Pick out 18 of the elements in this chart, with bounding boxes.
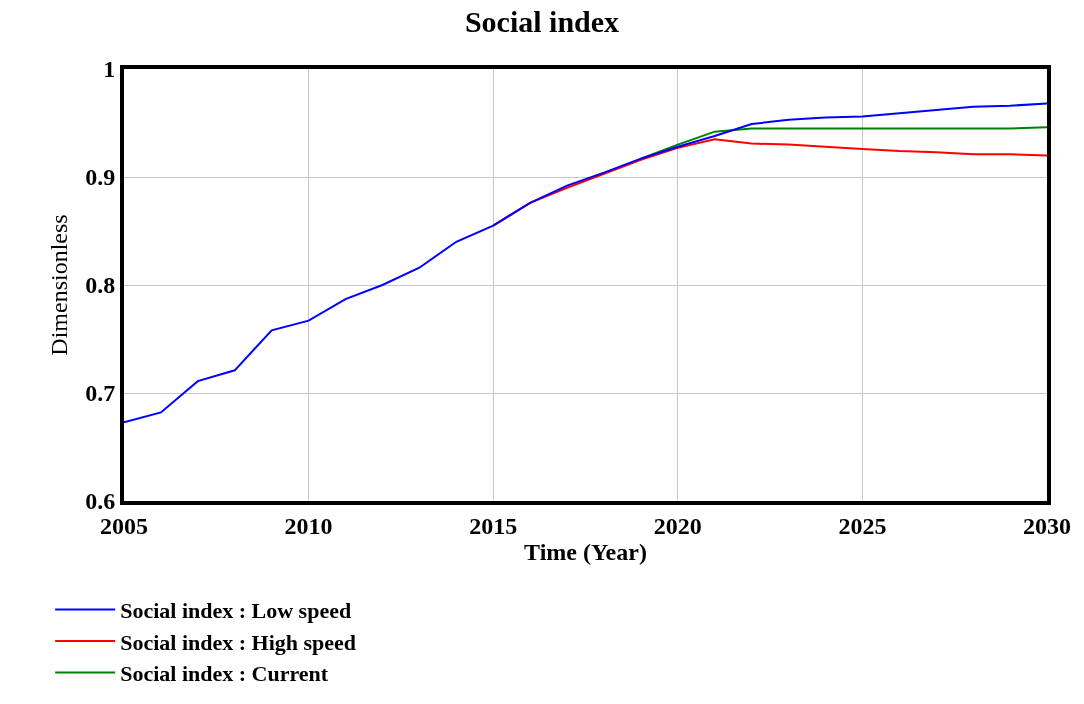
- y-tick-label: 0.8: [85, 272, 116, 299]
- y-tick-label: 0.9: [85, 164, 116, 191]
- x-tick-label: 2030: [1023, 512, 1071, 539]
- x-tick-label: 2005: [100, 512, 148, 539]
- line-series: [124, 102, 1047, 424]
- x-tick-label: 2010: [284, 512, 333, 539]
- legend-label: Social index : Current: [120, 661, 329, 687]
- chart-title: Social index: [464, 4, 620, 38]
- x-tick-label: 2020: [653, 512, 702, 539]
- y-tick-label: 0.6: [85, 488, 116, 515]
- y-tick-label: 1: [103, 56, 116, 83]
- legend-label: Social index : Low speed: [120, 597, 352, 623]
- x-tick-label: 2025: [838, 512, 887, 539]
- y-axis-title: Dimensionless: [45, 214, 72, 356]
- y-tick-label: 0.7: [85, 380, 116, 407]
- legend-label: Social index : High speed: [120, 629, 357, 655]
- x-axis-title: Time (Year): [524, 538, 647, 565]
- x-tick-label: 2015: [469, 512, 518, 539]
